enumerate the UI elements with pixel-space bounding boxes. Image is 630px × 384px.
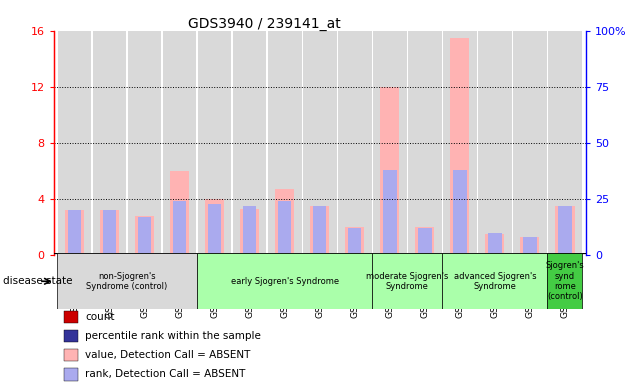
Bar bbox=[450, 38, 469, 255]
Bar bbox=[547, 253, 582, 309]
Bar bbox=[488, 233, 501, 255]
Bar bbox=[373, 31, 406, 255]
Text: moderate Sjogren's
Syndrome: moderate Sjogren's Syndrome bbox=[366, 271, 449, 291]
Bar bbox=[135, 216, 154, 255]
Bar bbox=[338, 31, 372, 255]
Bar bbox=[233, 31, 266, 255]
Bar bbox=[345, 227, 364, 255]
Text: Sjogren's
synd
rome
(control): Sjogren's synd rome (control) bbox=[546, 261, 584, 301]
Bar bbox=[313, 206, 326, 255]
Bar bbox=[64, 368, 77, 381]
Bar bbox=[64, 349, 77, 361]
Text: disease state: disease state bbox=[3, 276, 72, 286]
Bar bbox=[173, 202, 186, 255]
Bar bbox=[268, 31, 302, 255]
Bar bbox=[240, 209, 260, 255]
Bar bbox=[442, 253, 547, 309]
Bar bbox=[380, 87, 399, 255]
Bar bbox=[558, 206, 571, 255]
Bar bbox=[64, 330, 77, 342]
Bar bbox=[100, 210, 119, 255]
Bar bbox=[485, 234, 505, 255]
Text: GDS3940 / 239141_at: GDS3940 / 239141_at bbox=[188, 17, 341, 31]
Bar bbox=[275, 189, 294, 255]
Bar bbox=[198, 31, 231, 255]
Bar bbox=[64, 311, 77, 323]
Bar bbox=[138, 217, 151, 255]
Bar bbox=[68, 210, 81, 255]
Bar bbox=[555, 206, 575, 255]
Bar bbox=[443, 31, 477, 255]
Bar bbox=[243, 206, 256, 255]
Bar bbox=[548, 31, 581, 255]
Bar bbox=[278, 202, 292, 255]
Bar bbox=[57, 253, 197, 309]
Bar bbox=[208, 204, 221, 255]
Bar bbox=[348, 228, 362, 255]
Bar bbox=[65, 210, 84, 255]
Bar bbox=[372, 253, 442, 309]
Bar bbox=[170, 171, 189, 255]
Bar bbox=[523, 237, 537, 255]
Bar bbox=[513, 31, 547, 255]
Bar bbox=[453, 170, 467, 255]
Text: value, Detection Call = ABSENT: value, Detection Call = ABSENT bbox=[86, 350, 251, 360]
Text: rank, Detection Call = ABSENT: rank, Detection Call = ABSENT bbox=[86, 369, 246, 379]
Text: count: count bbox=[86, 312, 115, 322]
Bar bbox=[520, 237, 539, 255]
Bar bbox=[415, 227, 435, 255]
Text: advanced Sjogren's
Syndrome: advanced Sjogren's Syndrome bbox=[454, 271, 536, 291]
Bar bbox=[128, 31, 161, 255]
Bar bbox=[103, 210, 117, 255]
Bar bbox=[478, 31, 512, 255]
Bar bbox=[383, 170, 396, 255]
Text: percentile rank within the sample: percentile rank within the sample bbox=[86, 331, 261, 341]
Bar bbox=[418, 228, 432, 255]
Bar bbox=[303, 31, 336, 255]
Text: non-Sjogren's
Syndrome (control): non-Sjogren's Syndrome (control) bbox=[86, 271, 168, 291]
Bar bbox=[163, 31, 197, 255]
Bar bbox=[58, 31, 91, 255]
Bar bbox=[408, 31, 442, 255]
Bar bbox=[205, 199, 224, 255]
Bar bbox=[93, 31, 127, 255]
Bar bbox=[310, 206, 329, 255]
Bar bbox=[197, 253, 372, 309]
Text: early Sjogren's Syndrome: early Sjogren's Syndrome bbox=[231, 277, 339, 286]
